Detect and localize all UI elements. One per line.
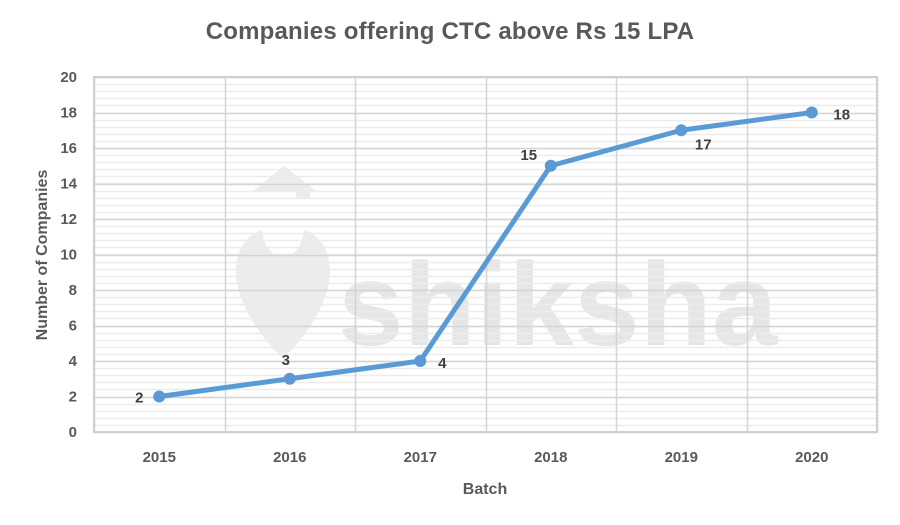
data-point <box>153 390 166 403</box>
series-line <box>156 110 815 399</box>
x-tick-label: 2018 <box>534 449 567 466</box>
data-label: 18 <box>833 107 850 124</box>
y-tick-label: 20 <box>60 69 77 86</box>
y-tick-label: 16 <box>60 140 77 157</box>
x-axis: 2015 2016 2017 2018 2019 2020 <box>143 449 829 466</box>
data-point <box>414 355 427 367</box>
data-point <box>675 124 688 137</box>
x-axis-label: Batch <box>463 481 507 498</box>
data-markers <box>153 106 818 403</box>
data-point <box>544 159 557 172</box>
x-tick-label: 2020 <box>795 449 828 466</box>
y-tick-label: 18 <box>60 105 77 122</box>
y-tick-label: 10 <box>60 247 77 264</box>
x-tick-label: 2015 <box>143 449 176 466</box>
y-tick-label: 12 <box>60 211 77 228</box>
grid <box>93 76 879 434</box>
data-label: 15 <box>520 147 537 164</box>
y-axis: 0 2 4 6 8 10 12 14 16 18 20 <box>60 69 77 441</box>
x-tick-label: 2016 <box>273 449 306 466</box>
y-tick-label: 6 <box>69 318 77 335</box>
y-tick-label: 8 <box>69 282 77 299</box>
y-tick-label: 0 <box>69 424 77 441</box>
y-axis-label: Number of Companies <box>34 170 51 341</box>
y-tick-label: 14 <box>60 176 77 193</box>
y-tick-label: 4 <box>69 353 78 370</box>
data-label: 2 <box>135 390 143 407</box>
data-labels: 2 3 4 15 17 18 <box>135 107 850 407</box>
data-label: 4 <box>438 355 447 372</box>
data-point <box>805 106 818 119</box>
data-point <box>283 372 296 385</box>
x-tick-label: 2017 <box>404 449 437 466</box>
y-tick-label: 2 <box>69 389 77 406</box>
data-label: 17 <box>695 136 712 153</box>
data-label: 3 <box>282 352 290 369</box>
chart-title: Companies offering CTC above Rs 15 LPA <box>205 18 695 45</box>
x-tick-label: 2019 <box>665 449 698 466</box>
